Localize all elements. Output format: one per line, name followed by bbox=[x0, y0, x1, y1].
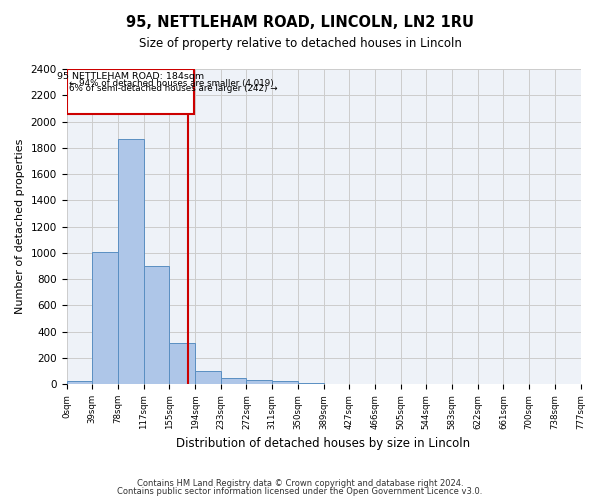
Text: 95 NETTLEHAM ROAD: 184sqm: 95 NETTLEHAM ROAD: 184sqm bbox=[57, 72, 205, 81]
X-axis label: Distribution of detached houses by size in Lincoln: Distribution of detached houses by size … bbox=[176, 437, 470, 450]
FancyBboxPatch shape bbox=[67, 69, 194, 114]
Bar bbox=[92, 252, 118, 384]
Bar bbox=[169, 344, 195, 384]
Bar bbox=[67, 382, 92, 384]
Bar bbox=[221, 378, 247, 384]
Text: 95, NETTLEHAM ROAD, LINCOLN, LN2 1RU: 95, NETTLEHAM ROAD, LINCOLN, LN2 1RU bbox=[126, 15, 474, 30]
Bar bbox=[195, 371, 221, 384]
Text: Contains HM Land Registry data © Crown copyright and database right 2024.: Contains HM Land Registry data © Crown c… bbox=[137, 478, 463, 488]
Text: Contains public sector information licensed under the Open Government Licence v3: Contains public sector information licen… bbox=[118, 487, 482, 496]
Bar bbox=[247, 380, 272, 384]
Text: Size of property relative to detached houses in Lincoln: Size of property relative to detached ho… bbox=[139, 38, 461, 51]
Bar bbox=[272, 382, 298, 384]
Bar bbox=[143, 266, 169, 384]
Y-axis label: Number of detached properties: Number of detached properties bbox=[15, 139, 25, 314]
Text: ← 94% of detached houses are smaller (4,019): ← 94% of detached houses are smaller (4,… bbox=[69, 79, 274, 88]
Text: 6% of semi-detached houses are larger (242) →: 6% of semi-detached houses are larger (2… bbox=[69, 84, 278, 93]
Bar bbox=[118, 138, 143, 384]
